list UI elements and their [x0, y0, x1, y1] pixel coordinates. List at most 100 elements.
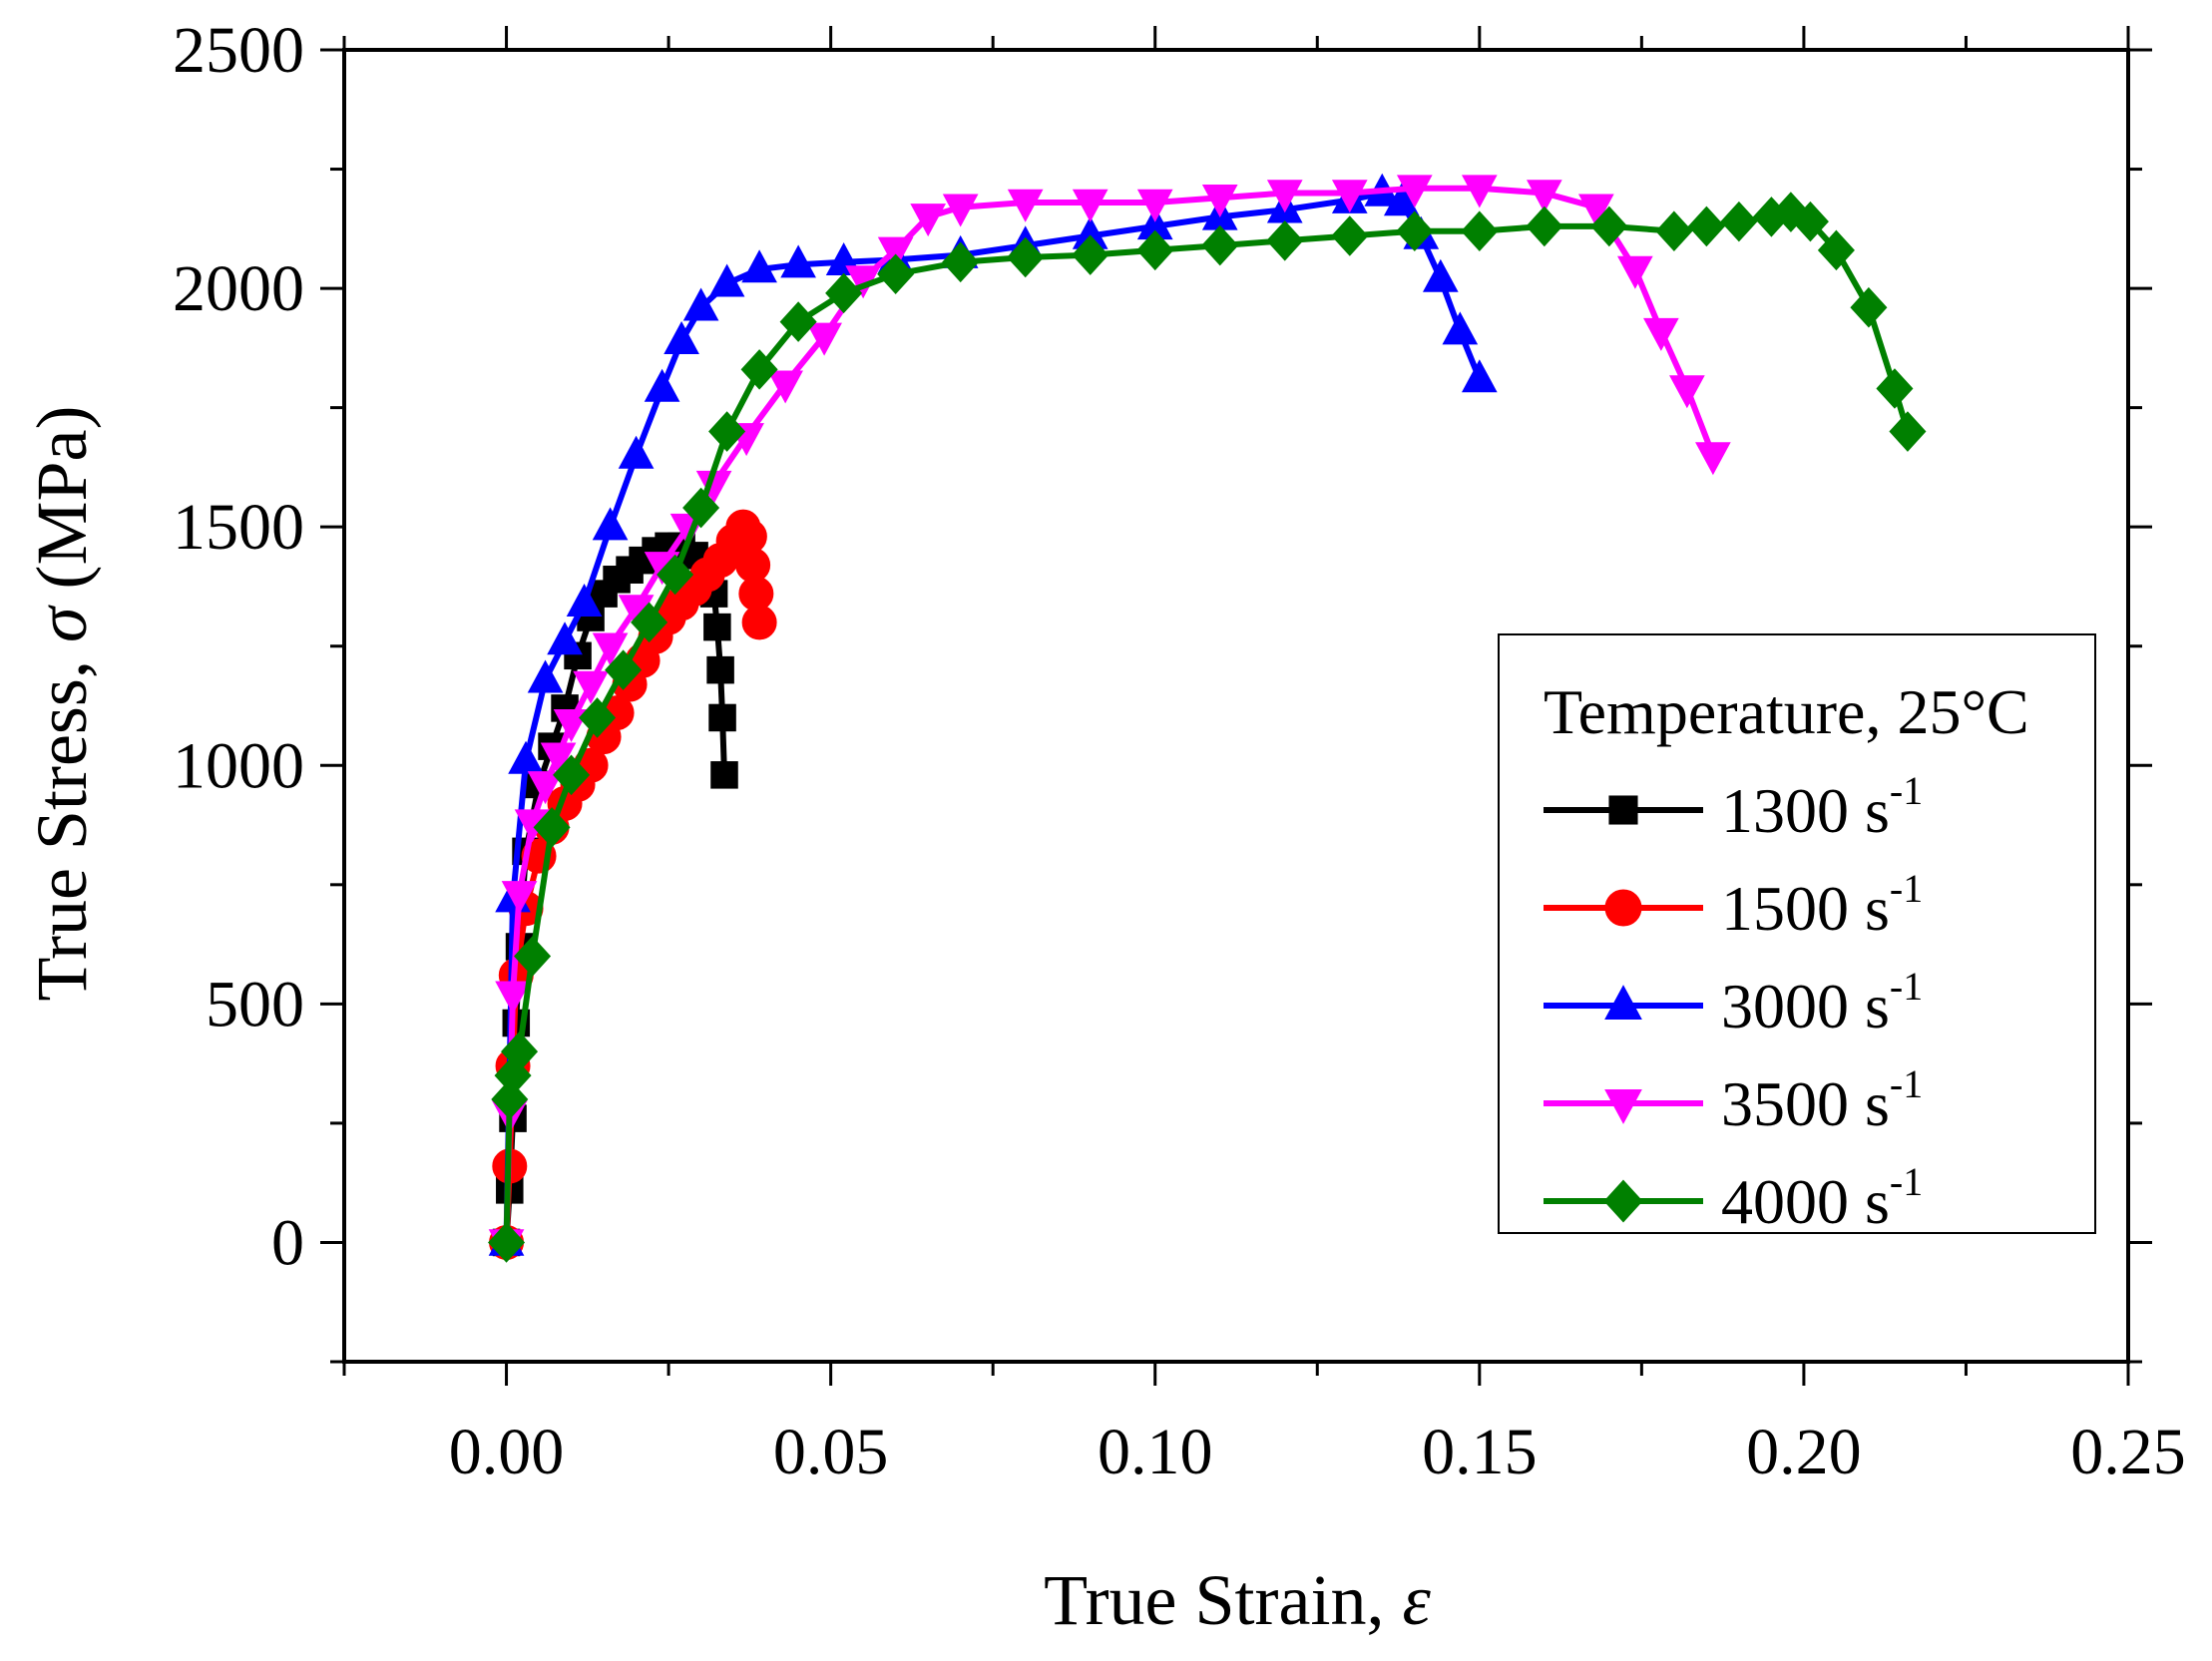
series-4000-s — [488, 192, 1927, 1263]
legend-entry-1500-s: 1500 s-1 — [1544, 866, 1923, 944]
data-point-3000-s — [1461, 359, 1498, 393]
data-point-3500-s — [1643, 317, 1679, 351]
legend-box — [1498, 633, 2096, 1234]
data-point-4000-s — [877, 253, 915, 295]
data-point-3000-s — [682, 287, 719, 321]
data-point-3500-s — [1578, 194, 1614, 227]
data-point-4000-s — [1655, 210, 1693, 252]
series-3000-s — [488, 173, 1498, 1256]
legend-entry-3000-s: 3000 s-1 — [1544, 964, 1923, 1041]
data-point-4000-s — [942, 241, 980, 283]
data-point-4000-s — [553, 754, 591, 796]
y-tick-label: 1500 — [173, 491, 304, 564]
data-point-3500-s — [1461, 175, 1498, 208]
legend-label: 4000 s-1 — [1721, 1159, 1923, 1237]
x-tick-label: 0.10 — [1098, 1416, 1213, 1488]
data-point-3000-s — [741, 249, 777, 283]
data-point-3500-s — [1669, 375, 1705, 409]
legend-entry-4000-s: 4000 s-1 — [1544, 1159, 1923, 1237]
data-point-4000-s — [1791, 201, 1829, 242]
data-point-4000-s — [1396, 210, 1434, 252]
x-axis-title: True Strain, ε — [1044, 1560, 1431, 1640]
plot-border — [342, 48, 2130, 1364]
data-point-3000-s — [508, 740, 544, 774]
data-point-3500-s — [1396, 175, 1433, 208]
y-axis-unit: (MPa) — [22, 406, 102, 608]
data-point-1300-s — [708, 703, 736, 732]
data-point-4000-s — [1072, 234, 1109, 275]
data-point-3500-s — [1617, 255, 1653, 289]
y-tick-label: 500 — [206, 968, 304, 1040]
data-point-4000-s — [1461, 210, 1499, 252]
legend-label-exponent: -1 — [1890, 768, 1923, 813]
series-line-3000-s — [503, 190, 1483, 1243]
legend-title: Temperature, 25°C — [1544, 676, 2029, 747]
data-point-4000-s — [779, 301, 817, 342]
axis-ticks: 0.00 0.05 0.10 0.15 0.20 0.25 0 500 1000 1500 2000… — [173, 14, 2186, 1488]
data-point-3500-s — [1007, 189, 1044, 222]
data-point-4000-s — [1720, 201, 1758, 242]
data-point-1300-s — [710, 761, 738, 789]
data-point-4000-s — [1889, 411, 1927, 452]
data-point-4000-s — [631, 602, 668, 643]
data-point-3500-s — [527, 771, 564, 805]
legend-swatch-marker — [1608, 795, 1638, 825]
data-point-4000-s — [533, 807, 571, 848]
data-point-3500-s — [942, 194, 979, 227]
data-point-4000-s — [1266, 219, 1304, 261]
legend-label-exponent: -1 — [1890, 1061, 1923, 1106]
y-tick-label: 2500 — [173, 14, 304, 87]
legend-entry-3500-s: 3500 s-1 — [1544, 1061, 1923, 1139]
data-point-3000-s — [566, 583, 603, 617]
data-point-4000-s — [1876, 368, 1914, 409]
x-tick-label: 0.15 — [1422, 1416, 1538, 1488]
data-point-3500-s — [495, 981, 531, 1015]
legend-entry-1300-s: 1300 s-1 — [1544, 768, 1923, 846]
data-point-3000-s — [547, 622, 583, 655]
x-tick-label: 0.00 — [449, 1416, 565, 1488]
legend-label-exponent: -1 — [1890, 1159, 1923, 1204]
data-point-3500-s — [910, 204, 947, 237]
data-point-4000-s — [708, 411, 746, 452]
data-point-3500-s — [1331, 180, 1368, 213]
data-point-3000-s — [1442, 311, 1479, 345]
data-point-3500-s — [501, 881, 538, 915]
data-point-3000-s — [708, 263, 745, 297]
data-point-1300-s — [706, 655, 734, 684]
y-tick-label: 2000 — [173, 252, 304, 325]
data-point-4000-s — [1201, 224, 1239, 266]
data-point-3000-s — [644, 368, 680, 402]
legend-swatch-marker — [1604, 985, 1642, 1020]
data-point-3500-s — [1266, 180, 1303, 213]
x-tick-label: 0.05 — [773, 1416, 889, 1488]
data-point-4000-s — [1850, 286, 1888, 328]
data-point-1500-s — [741, 605, 777, 640]
y-tick-label: 1000 — [173, 729, 304, 802]
data-point-3500-s — [1695, 442, 1731, 476]
data-point-3500-s — [573, 670, 609, 704]
data-point-4000-s — [740, 349, 778, 390]
data-point-4000-s — [514, 936, 552, 977]
series-3500-s — [488, 175, 1731, 1263]
x-axis-symbol: ε — [1403, 1560, 1432, 1640]
x-axis-label: True Strain, — [1044, 1560, 1402, 1640]
data-point-4000-s — [1590, 206, 1628, 247]
legend-label: 1500 s-1 — [1721, 866, 1923, 944]
legend-entries: 1300 s-1 1500 s-1 3000 s-1 3500 s-1 4000 s-1 — [1544, 768, 1923, 1237]
data-point-3500-s — [1072, 189, 1108, 222]
data-point-4000-s — [605, 649, 643, 690]
legend-swatch-marker — [1604, 1089, 1642, 1124]
data-point-4000-s — [1817, 229, 1855, 271]
data-point-3500-s — [1136, 189, 1173, 222]
data-point-4000-s — [1331, 215, 1369, 256]
legend-label-exponent: -1 — [1890, 964, 1923, 1009]
x-tick-label: 0.20 — [1746, 1416, 1862, 1488]
data-point-3500-s — [877, 236, 914, 270]
x-tick-label: 0.25 — [2070, 1416, 2186, 1488]
data-point-4000-s — [657, 554, 694, 596]
data-point-3500-s — [1201, 184, 1238, 217]
data-point-3000-s — [527, 659, 564, 693]
legend-label-exponent: -1 — [1890, 866, 1923, 911]
legend-swatch-marker — [1604, 889, 1642, 927]
